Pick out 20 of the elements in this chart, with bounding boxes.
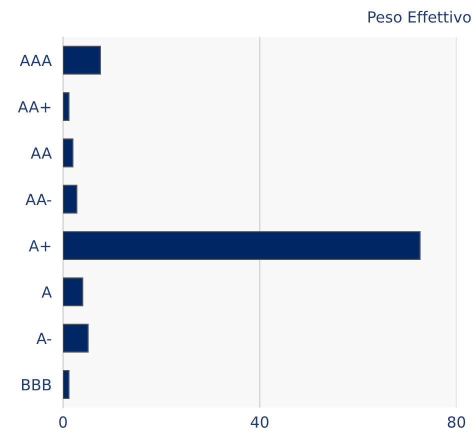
bar <box>63 92 70 121</box>
y-tick-label: BBB <box>22 379 51 390</box>
bar <box>63 138 74 168</box>
y-tick-label: AAA <box>20 54 52 66</box>
y-tick-label: A+ <box>28 240 50 252</box>
bar <box>63 184 78 214</box>
bar <box>63 46 101 75</box>
bar <box>63 370 70 399</box>
y-tick-label: A- <box>36 332 52 344</box>
bar <box>63 324 89 353</box>
chart-title: Peso Effettivo <box>368 10 471 23</box>
y-tick-label: A <box>42 286 52 298</box>
y-tick-label: AA- <box>26 194 52 205</box>
bar <box>63 231 421 260</box>
x-tick-label: 80 <box>448 416 466 428</box>
bar <box>63 277 84 306</box>
x-tick-label: 0 <box>59 416 67 428</box>
x-tick-label: 40 <box>250 416 268 428</box>
y-tick-label: AA+ <box>18 101 50 112</box>
y-tick-label: AA <box>30 148 52 159</box>
